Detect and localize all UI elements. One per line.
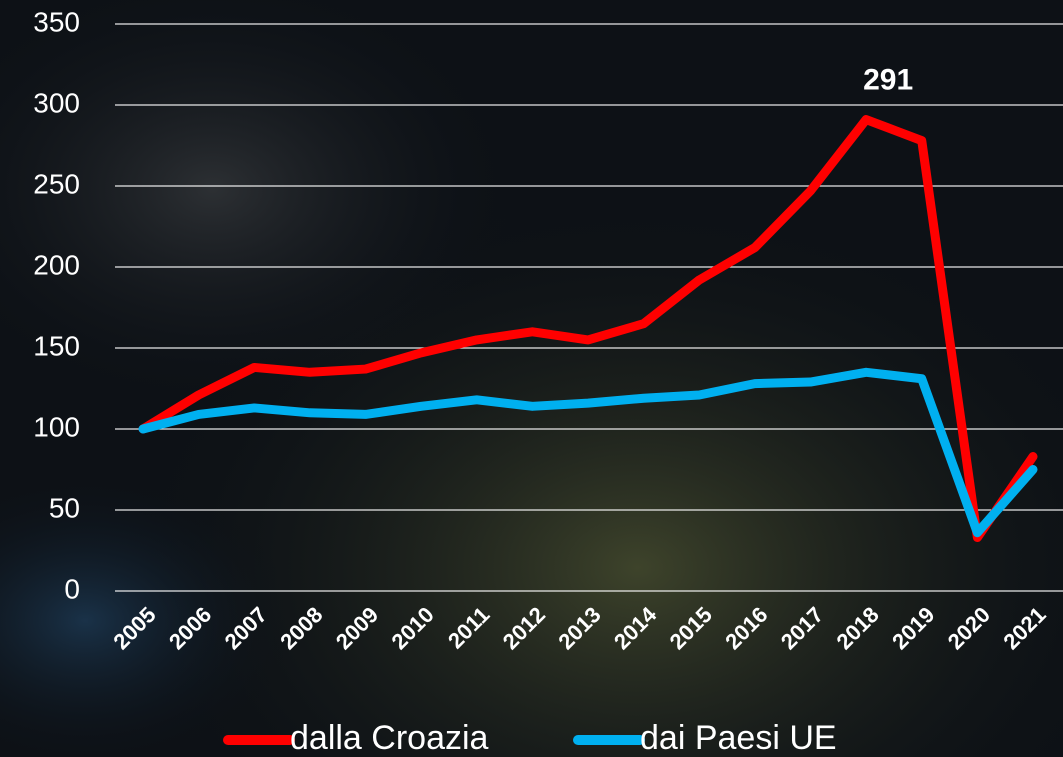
y-tick-label: 50	[49, 492, 80, 523]
chart: 0501001502002503003502005200620072008200…	[0, 0, 1063, 757]
y-tick-label: 100	[33, 411, 80, 442]
y-tick-label: 0	[64, 573, 80, 604]
data-label: 291	[863, 64, 913, 97]
y-tick-label: 250	[33, 168, 80, 199]
y-tick-label: 200	[33, 249, 80, 280]
legend-label: dai Paesi UE	[640, 719, 837, 757]
y-tick-label: 150	[33, 330, 80, 361]
y-tick-label: 300	[33, 87, 80, 118]
y-tick-label: 350	[33, 6, 80, 37]
legend-label: dalla Croazia	[290, 719, 489, 757]
